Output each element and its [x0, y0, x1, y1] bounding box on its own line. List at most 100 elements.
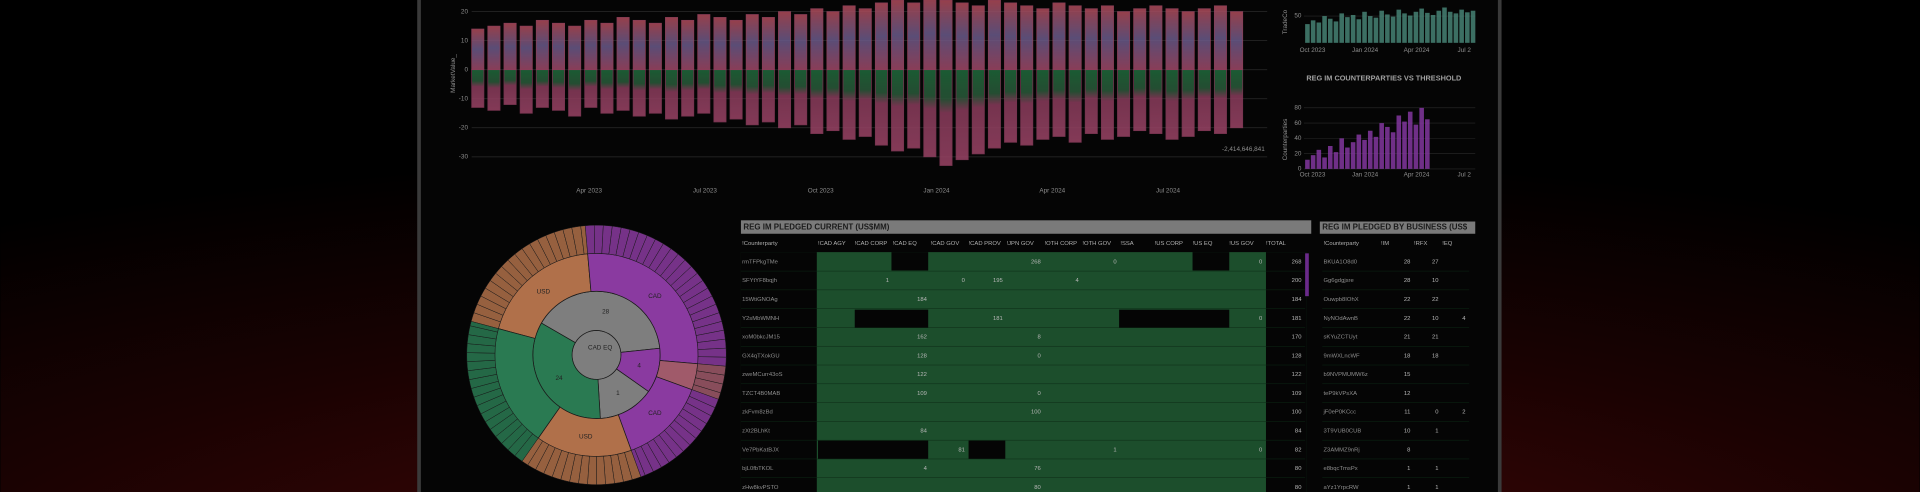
cell: bjL0fbTKOL: [742, 466, 774, 472]
bar: [665, 69, 679, 120]
bar: [1425, 12, 1430, 43]
bar: [1213, 69, 1227, 134]
cell: b9NVPMUMW6z: [1323, 372, 1367, 378]
bar: [810, 69, 824, 134]
bar: [1402, 121, 1407, 169]
cell: 9mWXLncWF: [1323, 353, 1360, 359]
bar: [1470, 10, 1476, 43]
bar: [1425, 119, 1430, 169]
bar: [1379, 123, 1384, 169]
cell: 10: [1404, 429, 1411, 435]
bar: [955, 69, 969, 161]
cell: 21: [1432, 335, 1439, 341]
bar: [648, 22, 662, 71]
scrollbar[interactable]: [1305, 253, 1309, 297]
segment-label: 1: [616, 390, 620, 397]
column-header: !RFX: [1414, 241, 1427, 247]
cell: Ve7PbKatBJX: [742, 447, 779, 453]
y-tick-label: -20: [459, 124, 469, 131]
bar: [535, 19, 549, 71]
cell: 181: [1292, 316, 1302, 322]
cell: zXt2BLhKt: [742, 429, 770, 435]
bar: [874, 69, 888, 146]
x-tick-label: Jan 2024: [923, 188, 950, 195]
bar: [1133, 69, 1147, 132]
bar: [891, 69, 905, 152]
bar: [939, 0, 953, 71]
sunburst-leaf: [697, 347, 727, 358]
y-tick-label: 50: [1294, 13, 1302, 20]
bar: [552, 22, 566, 71]
bar: [503, 22, 517, 71]
bar: [600, 22, 614, 71]
bar: [1430, 14, 1436, 43]
x-tick-label: Jan 2024: [1352, 47, 1379, 54]
cell: zkFvm8zBd: [742, 410, 773, 416]
bar: [1068, 5, 1082, 71]
y-tick-label: 40: [1294, 135, 1302, 142]
bar: [713, 17, 727, 71]
bar: [761, 69, 775, 123]
column-header: !US CORP: [1155, 241, 1183, 247]
bar: [681, 19, 695, 71]
cell: zHw8kvPSTO: [742, 485, 779, 491]
bar: [955, 2, 969, 71]
y-tick-label: 10: [461, 37, 469, 44]
bar: [471, 28, 485, 71]
cell: 200: [1292, 278, 1303, 284]
bar: [471, 69, 485, 108]
column-header: !JPN GOV: [1007, 241, 1034, 247]
bar: [487, 69, 501, 111]
cell: 28: [1404, 259, 1411, 265]
column-header: !CAD CORP: [855, 241, 888, 247]
cell: 80: [1295, 485, 1302, 491]
cell: 2: [1462, 410, 1465, 416]
bar: [729, 69, 743, 120]
bar: [1020, 69, 1034, 146]
cell: 27: [1432, 259, 1439, 265]
cell: 84: [920, 429, 927, 435]
y-tick-label: 80: [1294, 105, 1302, 112]
cell: GX4qTXokGU: [742, 353, 779, 359]
cell: Y2sMbWMNH: [742, 316, 779, 322]
y-tick-label: 0: [464, 66, 468, 73]
x-tick-label: Oct 2023: [808, 188, 834, 195]
cell: 122: [1292, 372, 1302, 378]
cell: 22: [1432, 297, 1439, 303]
cell: 22: [1404, 316, 1411, 322]
segment-label: CAD: [648, 410, 662, 417]
bar: [616, 69, 630, 111]
y-tick-label: -10: [459, 95, 469, 102]
bar: [1149, 69, 1163, 134]
cell: aYz1YrpcRW: [1323, 485, 1359, 491]
bar: [1181, 11, 1195, 71]
bar: [1230, 11, 1244, 71]
bar: [858, 8, 872, 71]
bar: [568, 25, 582, 71]
cell: 82: [1295, 447, 1302, 453]
cell: 4: [1462, 316, 1466, 322]
cell: 0: [1259, 316, 1263, 322]
cell: 12: [1404, 391, 1411, 397]
x-tick-label: Jul 2024: [1156, 188, 1181, 195]
bar: [1316, 149, 1322, 169]
bar: [1322, 157, 1327, 169]
bar: [697, 14, 711, 71]
column-header: !CAD EQ: [893, 241, 918, 247]
bar: [1305, 24, 1310, 43]
bar: [1327, 146, 1333, 169]
column-header: !US GOV: [1229, 241, 1254, 247]
cell: 1: [886, 278, 889, 284]
x-tick-label: Jul 2: [1458, 47, 1472, 54]
bar: [1390, 132, 1396, 169]
bar: [1350, 14, 1356, 43]
cell: 4: [1075, 278, 1079, 284]
bar: [1333, 21, 1339, 43]
bar: [1402, 13, 1407, 43]
empty-cells: [740, 252, 1307, 492]
bar: [778, 11, 792, 71]
bar: [616, 17, 630, 71]
bar: [810, 8, 824, 71]
column-header: !US EQ: [1193, 241, 1213, 247]
bar: [1004, 69, 1018, 143]
